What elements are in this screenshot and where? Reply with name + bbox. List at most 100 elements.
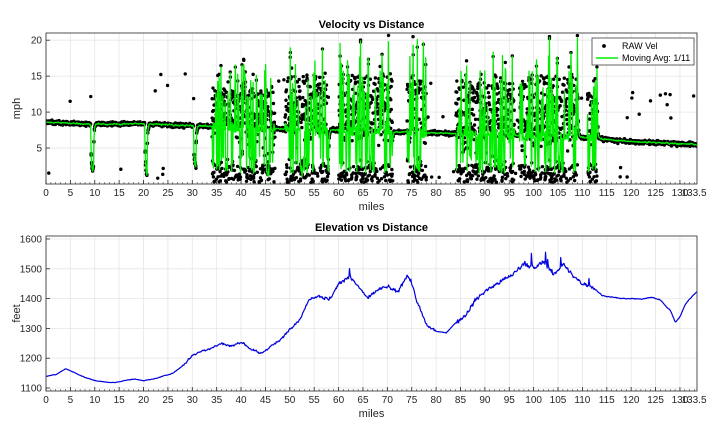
raw-vel-point — [267, 177, 272, 181]
raw-vel-point — [153, 89, 157, 93]
raw-vel-point — [389, 84, 393, 89]
y-tick-label: 1400 — [20, 294, 43, 305]
raw-vel-point — [370, 179, 374, 183]
raw-vel-point — [222, 92, 226, 97]
raw-vel-point — [266, 105, 270, 109]
x-tick-label: 10 — [89, 188, 101, 199]
chart-title: Elevation vs Distance — [315, 222, 428, 234]
y-tick-label: 5 — [36, 144, 42, 155]
raw-vel-point — [219, 160, 224, 165]
y-tick-label: 15 — [31, 72, 43, 83]
x-tick-label: 110 — [574, 188, 590, 199]
raw-vel-point — [594, 179, 599, 183]
raw-vel-point — [273, 135, 277, 139]
x-tick-label: 20 — [138, 188, 150, 199]
x-tick-label: 5 — [68, 395, 74, 406]
raw-vel-point — [423, 141, 428, 145]
x-tick-label: 10 — [89, 395, 101, 406]
raw-vel-point — [294, 175, 299, 180]
raw-vel-point — [161, 172, 165, 177]
x-tick-label: 90 — [479, 188, 491, 199]
raw-vel-point — [255, 170, 259, 174]
raw-vel-point — [325, 178, 329, 182]
raw-vel-point — [284, 104, 288, 109]
raw-vel-point — [249, 177, 253, 182]
x-tick-label: 0 — [43, 395, 49, 406]
raw-vel-point — [451, 169, 456, 174]
y-tick-label: 1100 — [20, 384, 42, 395]
x-tick-label: 85 — [455, 395, 467, 406]
raw-vel-point — [47, 171, 51, 175]
raw-vel-point — [668, 92, 672, 97]
raw-vel-point — [235, 136, 240, 140]
raw-vel-point — [562, 83, 566, 87]
raw-vel-point — [350, 138, 354, 143]
x-tick-label: 65 — [357, 188, 369, 199]
raw-vel-point — [552, 77, 556, 81]
raw-vel-point — [472, 123, 477, 127]
raw-vel-point — [231, 89, 235, 94]
x-tick-label: 35 — [211, 395, 223, 406]
raw-vel-point — [625, 175, 629, 179]
x-tick-label: 80 — [431, 395, 443, 406]
x-tick-label: 105 — [550, 395, 567, 406]
raw-vel-point — [284, 88, 289, 92]
raw-vel-point — [285, 79, 290, 84]
raw-vel-point — [326, 172, 331, 176]
raw-vel-point — [284, 163, 289, 167]
y-tick-label: 10 — [31, 108, 43, 119]
raw-vel-point — [539, 144, 543, 148]
x-axis-label: miles — [359, 408, 385, 420]
raw-vel-point — [461, 169, 465, 173]
raw-vel-point — [165, 83, 170, 88]
raw-vel-point — [540, 164, 545, 169]
raw-vel-point — [218, 179, 223, 183]
raw-vel-point — [475, 177, 479, 181]
x-tick-label: 85 — [455, 188, 467, 199]
raw-vel-point — [272, 111, 277, 115]
x-tick-label: 50 — [284, 395, 296, 406]
raw-vel-point — [256, 92, 260, 96]
raw-vel-point — [441, 115, 445, 119]
raw-vel-point — [625, 115, 629, 120]
raw-vel-point — [211, 86, 215, 90]
y-tick-label: 1600 — [20, 234, 43, 245]
raw-vel-point — [587, 175, 592, 179]
raw-vel-point — [520, 148, 524, 153]
raw-vel-point — [350, 175, 354, 180]
x-tick-label-end: 133.5 — [681, 188, 706, 199]
raw-vel-point — [377, 143, 381, 148]
raw-vel-point — [365, 178, 370, 182]
raw-vel-point — [316, 174, 320, 178]
raw-vel-point — [212, 170, 216, 175]
raw-vel-point — [513, 171, 518, 176]
x-tick-label: 120 — [623, 188, 640, 199]
raw-vel-point — [500, 179, 504, 183]
raw-vel-point — [300, 117, 304, 122]
raw-vel-point — [183, 72, 187, 76]
raw-vel-point — [457, 177, 462, 181]
raw-vel-point — [463, 166, 467, 171]
raw-vel-point — [214, 177, 219, 181]
x-tick-label: 55 — [309, 395, 321, 406]
raw-vel-point — [266, 110, 271, 114]
raw-vel-point — [470, 107, 475, 112]
raw-vel-point — [411, 35, 415, 39]
raw-vel-point — [494, 180, 499, 184]
y-axis-label: feet — [11, 304, 23, 322]
raw-vel-point — [386, 33, 391, 38]
raw-vel-point — [520, 144, 524, 148]
legend-label-avg: Moving Avg: 1/11 — [622, 53, 690, 63]
raw-vel-point — [211, 175, 216, 179]
raw-vel-point — [308, 85, 312, 89]
raw-vel-point — [293, 170, 297, 174]
raw-vel-point — [369, 100, 373, 105]
chart-title: Velocity vs Distance — [319, 19, 425, 31]
raw-vel-point — [471, 113, 476, 117]
x-tick-label-end: 133.5 — [681, 395, 706, 406]
raw-vel-point — [522, 169, 527, 174]
raw-vel-point — [246, 176, 250, 180]
raw-vel-point — [297, 84, 301, 89]
raw-vel-point — [297, 77, 301, 82]
x-tick-label: 125 — [647, 188, 664, 199]
